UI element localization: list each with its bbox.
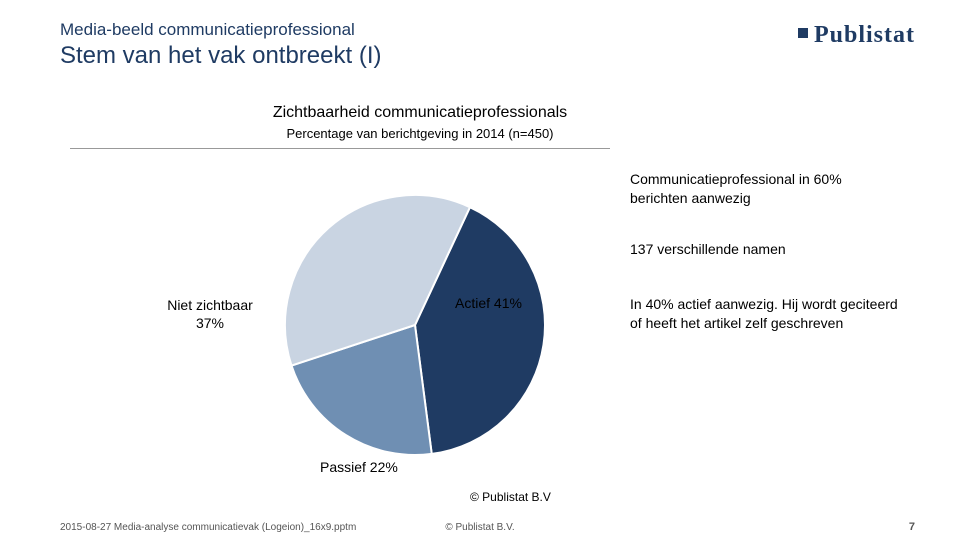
label-actief: Actief 41%	[455, 295, 522, 313]
note-3: In 40% actief aanwezig. Hij wordt gecite…	[630, 295, 910, 333]
footer-copyright: © Publistat B.V.	[0, 522, 960, 533]
label-niet-zichtbaar: Niet zichtbaar 37%	[155, 297, 265, 332]
chart-title: Zichtbaarheid communicatieprofessionals	[235, 104, 605, 122]
divider	[70, 148, 610, 149]
label-niet-line2: 37%	[196, 315, 224, 331]
footer-pagenum: 7	[909, 521, 915, 533]
brand-square-icon	[798, 28, 808, 38]
pie-chart	[265, 175, 565, 475]
chart-copyright: © Publistat B.V	[470, 490, 551, 504]
chart-subtitle: Percentage van berichtgeving in 2014 (n=…	[235, 126, 605, 141]
label-niet-line1: Niet zichtbaar	[167, 297, 253, 313]
label-passief: Passief 22%	[320, 459, 398, 477]
slide-title: Stem van het vak ontbreekt (I)	[60, 42, 381, 70]
brand-logo: Publistat	[798, 22, 915, 49]
note-2: 137 verschillende namen	[630, 240, 890, 259]
slide-pretitle: Media-beeld communicatieprofessional	[60, 20, 355, 40]
brand-name: Publistat	[814, 22, 915, 48]
note-1: Communicatieprofessional in 60% berichte…	[630, 170, 890, 208]
